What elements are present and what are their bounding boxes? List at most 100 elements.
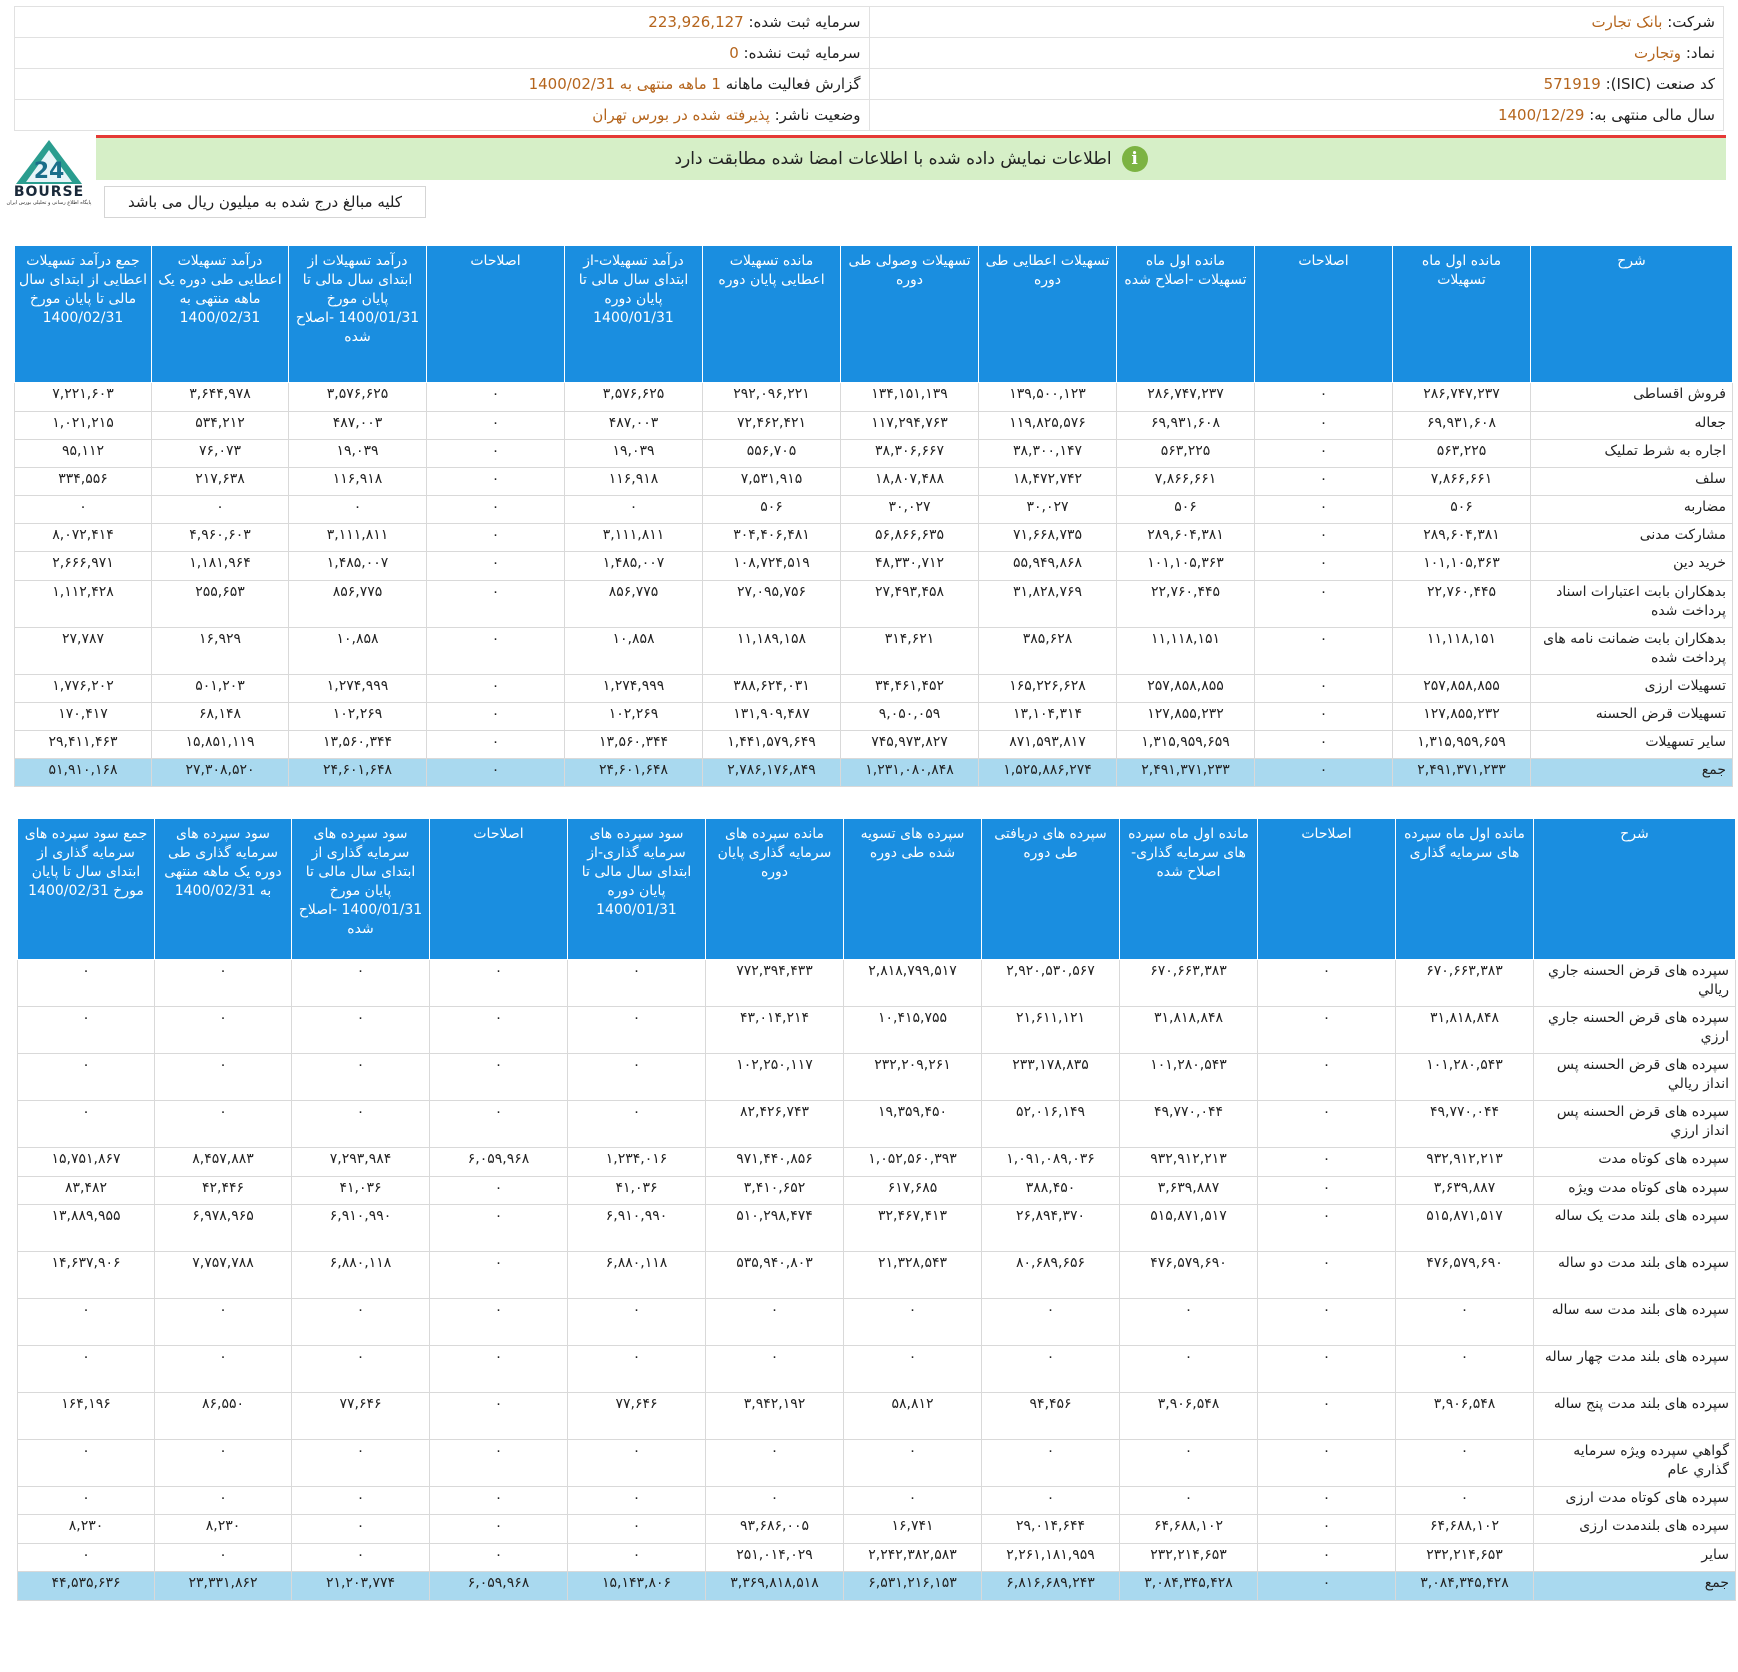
table-cell: ۷۷,۶۴۶ xyxy=(291,1392,430,1440)
status-cell: وضعیت ناشر: پذیرفته شده در بورس تهران xyxy=(14,99,870,131)
table-cell: ۰ xyxy=(843,1345,982,1393)
verification-banner: i اطلاعات نمایش داده شده با اطلاعات امضا… xyxy=(96,138,1726,180)
table-cell: ۳۳۴,۵۵۶ xyxy=(14,467,152,496)
table-cell: ۲۸۶,۷۴۷,۲۳۷ xyxy=(1116,382,1255,412)
table-cell: ۲۵۷,۸۵۸,۸۵۵ xyxy=(1116,674,1255,703)
table-cell: ۰ xyxy=(154,1439,292,1487)
company-info-table: شرکت: بانک تجارت سرمایه ثبت شده: 223,926… xyxy=(14,6,1724,131)
table-cell: ۴۸۷,۰۰۳ xyxy=(288,411,427,440)
table-cell: ۰ xyxy=(843,1298,982,1346)
table-cell: ۳,۴۱۰,۶۵۲ xyxy=(705,1176,844,1205)
table-cell: ۲۱,۳۲۸,۵۴۳ xyxy=(843,1251,982,1299)
deposits-header-cell: سپرده های تسویه شده طی دوره xyxy=(843,818,982,960)
total-cell: ۳,۰۸۴,۳۴۵,۴۲۸ xyxy=(1119,1571,1258,1601)
table-cell: ۰ xyxy=(429,1176,568,1205)
table-cell: ۰ xyxy=(429,1514,568,1544)
table-cell: ۵۰۶ xyxy=(1392,495,1531,524)
table-cell: ۰ xyxy=(288,495,427,524)
table-cell: ۱,۳۱۵,۹۵۹,۶۵۹ xyxy=(1116,730,1255,759)
table-cell: ۱۱۶,۹۱۸ xyxy=(564,467,703,496)
table-cell: ۰ xyxy=(1395,1345,1534,1393)
table-cell: ۳۸۸,۴۵۰ xyxy=(981,1176,1120,1205)
bourse-logo[interactable]: 24 BOURSE پایگاه اطلاع رسانی و تحلیلی بو… xyxy=(4,138,94,210)
table-cell: ۰ xyxy=(1254,580,1393,628)
total-cell: ۰ xyxy=(426,758,565,787)
table-cell: ۲,۲۴۲,۳۸۲,۵۸۳ xyxy=(843,1543,982,1572)
table-cell: ۱۷۰,۴۱۷ xyxy=(14,702,152,731)
unregistered-capital-cell: سرمایه ثبت نشده: 0 xyxy=(14,37,870,69)
row-label: مشارکت مدنی xyxy=(1530,523,1733,552)
table-cell: ۱۳۹,۵۰۰,۱۲۳ xyxy=(978,382,1117,412)
table-cell: ۷۶,۰۷۳ xyxy=(151,439,289,468)
table-cell: ۷۱,۶۶۸,۷۳۵ xyxy=(978,523,1117,552)
table-cell: ۷,۸۶۶,۶۶۱ xyxy=(1392,467,1531,496)
table-cell: ۳,۹۰۶,۵۴۸ xyxy=(1395,1392,1534,1440)
table-cell: ۱۳۴,۱۵۱,۱۳۹ xyxy=(840,382,979,412)
loans-header-cell: اصلاحات xyxy=(1254,245,1393,383)
isic-value: 571919 xyxy=(1543,75,1601,93)
table-cell: ۰ xyxy=(154,1345,292,1393)
table-row: تسهیلات قرض الحسنه ۱۲۷,۸۵۵,۲۳۲ ۰ ۱۲۷,۸۵۵,۲۳… xyxy=(14,702,1733,731)
table-cell: ۱,۳۱۵,۹۵۹,۶۵۹ xyxy=(1392,730,1531,759)
total-label: جمع xyxy=(1530,758,1733,787)
table-cell: ۸۳,۴۸۲ xyxy=(17,1176,155,1205)
table-cell: ۴۸,۳۳۰,۷۱۲ xyxy=(840,551,979,581)
total-row: جمع ۳,۰۸۴,۳۴۵,۴۲۸ ۰ ۳,۰۸۴,۳۴۵,۴۲۸ ۶,۸۱۶,۶۸۹,… xyxy=(17,1571,1736,1601)
table-cell: ۳۴,۴۶۱,۴۵۲ xyxy=(840,674,979,703)
table-cell: ۶۷۰,۶۶۳,۳۸۳ xyxy=(1395,959,1534,1007)
table-cell: ۷۴۵,۹۷۳,۸۲۷ xyxy=(840,730,979,759)
row-label: تسهیلات قرض الحسنه xyxy=(1530,702,1733,731)
table-cell: ۰ xyxy=(429,1251,568,1299)
deposits-header-cell: مانده سپرده های سرمایه گذاری پایان دوره xyxy=(705,818,844,960)
table-cell: ۰ xyxy=(429,1053,568,1101)
table-cell: ۶,۸۸۰,۱۱۸ xyxy=(291,1251,430,1299)
total-cell: ۱,۲۳۱,۰۸۰,۸۴۸ xyxy=(840,758,979,787)
table-cell: ۱۹,۰۳۹ xyxy=(288,439,427,468)
table-cell: ۰ xyxy=(426,382,565,412)
table-cell: ۵۰۶ xyxy=(1116,495,1255,524)
table-cell: ۵۱۵,۸۷۱,۵۱۷ xyxy=(1119,1204,1258,1252)
table-cell: ۳,۵۷۶,۶۲۵ xyxy=(288,382,427,412)
total-cell: ۴۴,۵۳۵,۶۳۶ xyxy=(17,1571,155,1601)
table-cell: ۵۳۴,۲۱۲ xyxy=(151,411,289,440)
table-cell: ۰ xyxy=(291,1486,430,1515)
table-cell: ۰ xyxy=(291,1345,430,1393)
table-cell: ۰ xyxy=(705,1345,844,1393)
table-cell: ۱۵,۸۵۱,۱۱۹ xyxy=(151,730,289,759)
row-label: سپرده های بلندمدت ارزی xyxy=(1533,1514,1736,1544)
table-cell: ۰ xyxy=(567,1543,706,1572)
deposits-header-cell: مانده اول ماه سپرده های سرمایه گذاری xyxy=(1395,818,1534,960)
table-cell: ۰ xyxy=(17,1298,155,1346)
table-row: خرید دین ۱۰۱,۱۰۵,۳۶۳ ۰ ۱۰۱,۱۰۵,۳۶۳ ۵۵,۹۴۹,۸۶… xyxy=(14,551,1733,581)
table-cell: ۰ xyxy=(154,1053,292,1101)
table-cell: ۱۳,۸۸۹,۹۵۵ xyxy=(17,1204,155,1252)
table-cell: ۰ xyxy=(1395,1298,1534,1346)
total-cell: ۲۳,۳۳۱,۸۶۲ xyxy=(154,1571,292,1601)
table-cell: ۲,۸۱۸,۷۹۹,۵۱۷ xyxy=(843,959,982,1007)
unregistered-capital-label: سرمایه ثبت نشده: xyxy=(743,44,861,62)
table-cell: ۱۰۲,۲۵۰,۱۱۷ xyxy=(705,1053,844,1101)
table-cell: ۰ xyxy=(1254,382,1393,412)
total-cell: ۲,۷۸۶,۱۷۶,۸۴۹ xyxy=(702,758,841,787)
total-cell: ۱۵,۱۴۳,۸۰۶ xyxy=(567,1571,706,1601)
company-cell: شرکت: بانک تجارت xyxy=(868,6,1724,38)
row-label: تسهیلات ارزی xyxy=(1530,674,1733,703)
table-cell: ۹۳,۶۸۶,۰۰۵ xyxy=(705,1514,844,1544)
report-value: 1 ماهه منتهی به 1400/02/31 xyxy=(528,75,721,93)
deposits-header-cell: اصلاحات xyxy=(429,818,568,960)
table-cell: ۲,۲۶۱,۱۸۱,۹۵۹ xyxy=(981,1543,1120,1572)
table-cell: ۰ xyxy=(1257,1345,1396,1393)
table-cell: ۰ xyxy=(426,627,565,675)
table-cell: ۸,۰۷۲,۴۱۴ xyxy=(14,523,152,552)
table-row: سایر تسهیلات ۱,۳۱۵,۹۵۹,۶۵۹ ۰ ۱,۳۱۵,۹۵۹,۶۵۹ ۸… xyxy=(14,730,1733,759)
total-cell: ۲۴,۶۰۱,۶۴۸ xyxy=(564,758,703,787)
table-row: تسهیلات ارزی ۲۵۷,۸۵۸,۸۵۵ ۰ ۲۵۷,۸۵۸,۸۵۵ ۱۶۵,۲… xyxy=(14,674,1733,703)
table-cell: ۰ xyxy=(17,1053,155,1101)
table-cell: ۰ xyxy=(1254,702,1393,731)
table-cell: ۳۰۴,۴۰۶,۴۸۱ xyxy=(702,523,841,552)
table-cell: ۰ xyxy=(1257,1298,1396,1346)
table-cell: ۸۵۶,۷۷۵ xyxy=(288,580,427,628)
table-cell: ۰ xyxy=(1257,1100,1396,1148)
isic-cell: کد صنعت (ISIC): 571919 xyxy=(868,68,1724,100)
table-cell: ۷,۲۹۳,۹۸۴ xyxy=(291,1147,430,1177)
